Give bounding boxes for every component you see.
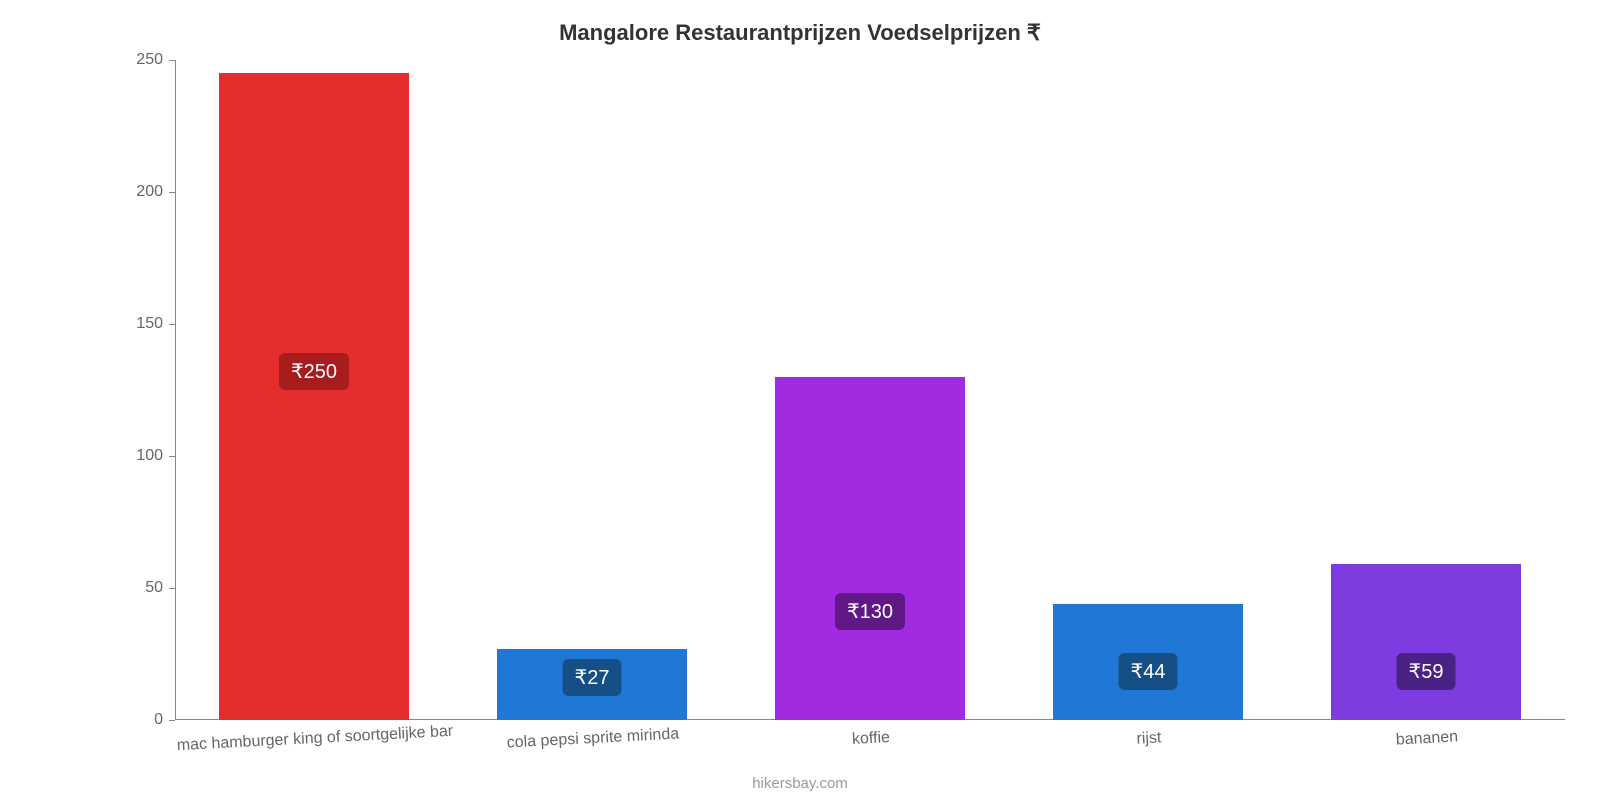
chart-title: Mangalore Restaurantprijzen Voedselprijz… (0, 20, 1600, 46)
y-tick-mark (169, 60, 175, 61)
y-tick-mark (169, 720, 175, 721)
y-tick-mark (169, 324, 175, 325)
bar: ₹44 (1053, 604, 1242, 720)
y-tick-mark (169, 456, 175, 457)
bar-value-label: ₹44 (1118, 653, 1177, 690)
y-tick-mark (169, 588, 175, 589)
x-axis-label: bananen (1395, 718, 1459, 749)
x-axis-label: cola pepsi sprite mirinda (506, 715, 680, 752)
attribution-text: hikersbay.com (0, 775, 1600, 792)
y-tick-mark (169, 192, 175, 193)
x-axis-label: koffie (851, 719, 890, 749)
bar: ₹250 (219, 73, 408, 720)
bar-value-label: ₹130 (835, 593, 905, 630)
plot-area: 050100150200250 ₹250₹27₹130₹44₹59 mac ha… (175, 60, 1565, 720)
bar-value-label: ₹27 (562, 659, 621, 696)
bar-value-label: ₹250 (279, 353, 349, 390)
x-axis-label: rijst (1136, 719, 1162, 748)
bar: ₹59 (1331, 564, 1520, 720)
bar: ₹27 (497, 649, 686, 720)
y-axis-line (175, 60, 176, 720)
bar: ₹130 (775, 377, 964, 720)
bar-value-label: ₹59 (1396, 653, 1455, 690)
